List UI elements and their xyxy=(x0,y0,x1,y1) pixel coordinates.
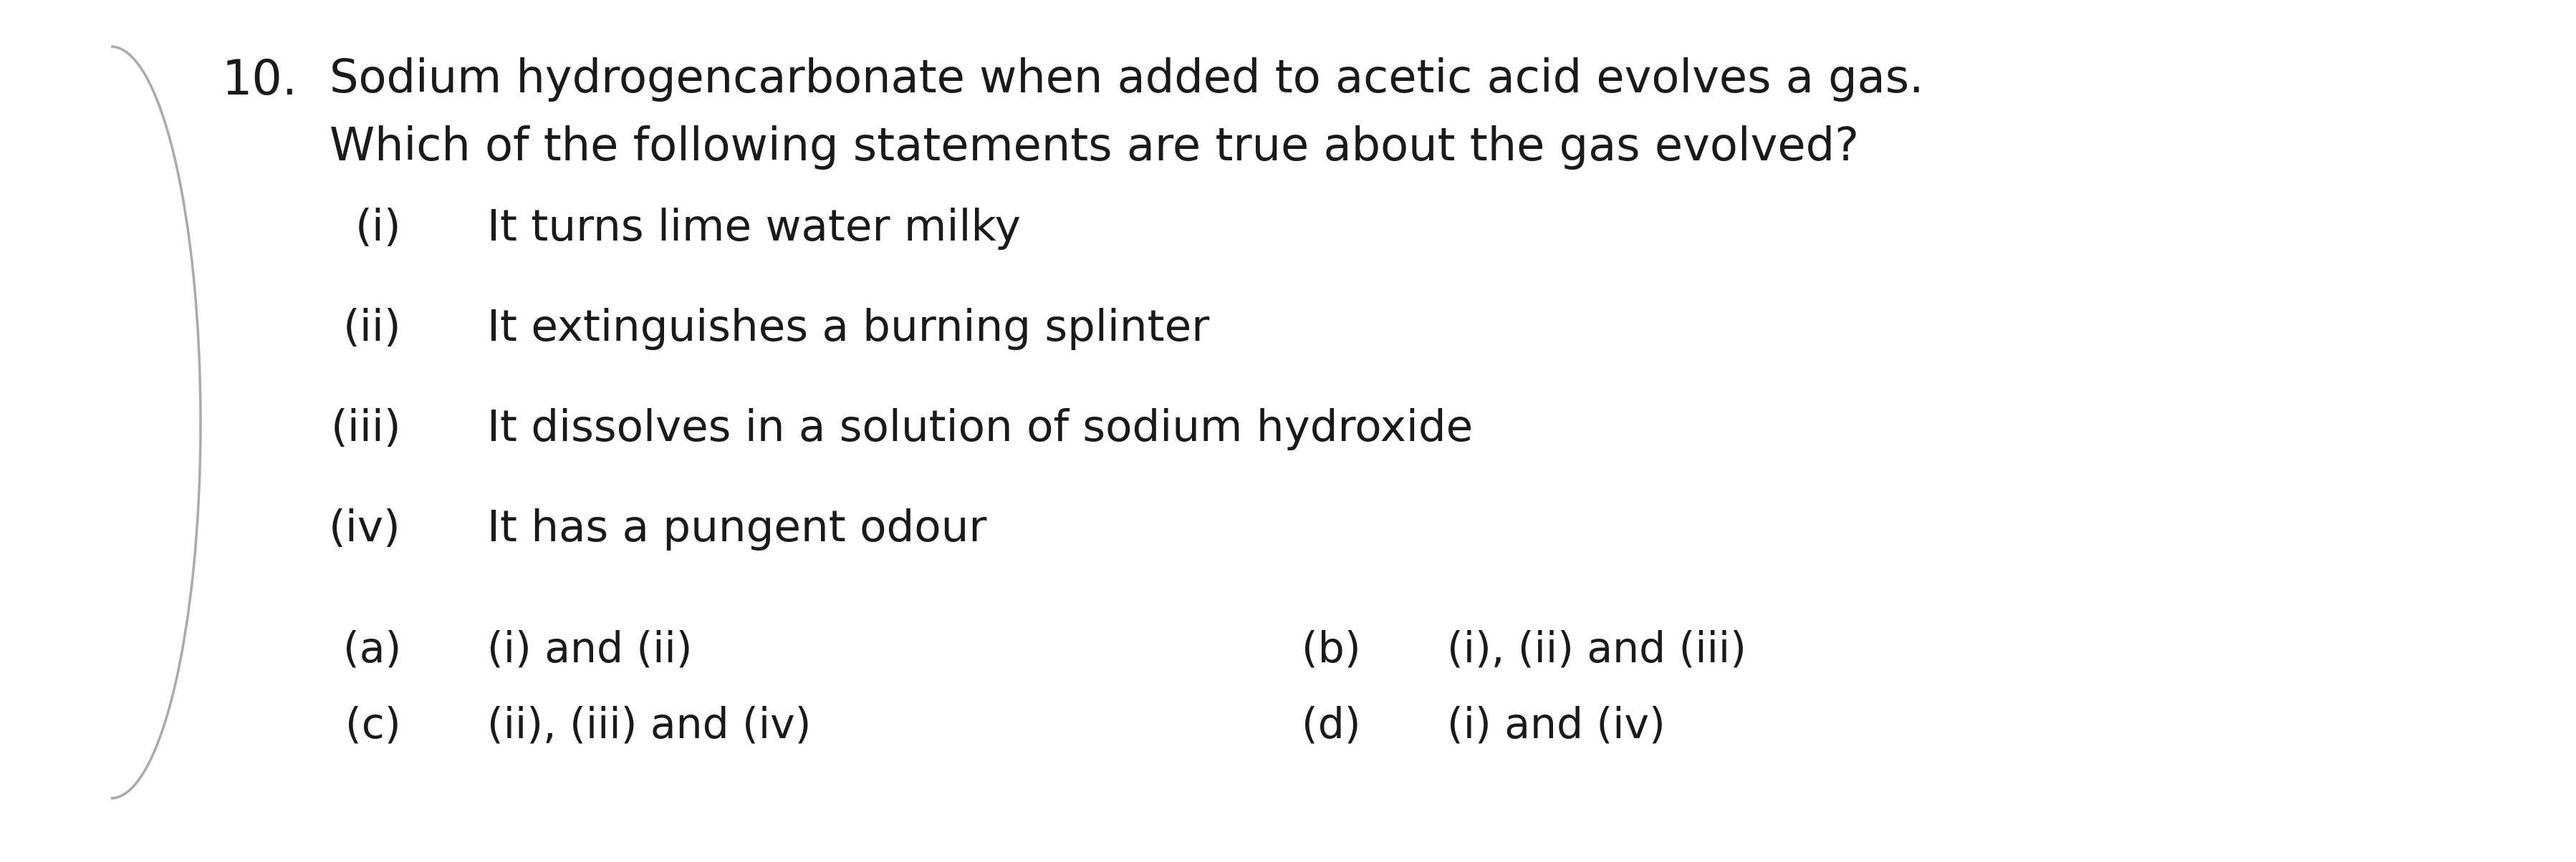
Text: It turns lime water milky: It turns lime water milky xyxy=(487,208,1020,250)
Text: It dissolves in a solution of sodium hydroxide: It dissolves in a solution of sodium hyd… xyxy=(487,408,1473,450)
Text: (b): (b) xyxy=(1301,630,1360,671)
Text: (i), (ii) and (iii): (i), (ii) and (iii) xyxy=(1448,630,1747,671)
Text: (iii): (iii) xyxy=(330,408,402,450)
Text: (d): (d) xyxy=(1301,705,1360,746)
Text: (ii), (iii) and (iv): (ii), (iii) and (iv) xyxy=(487,705,811,746)
Text: (i) and (iv): (i) and (iv) xyxy=(1448,705,1664,746)
Text: Sodium hydrogencarbonate when added to acetic acid evolves a gas.: Sodium hydrogencarbonate when added to a… xyxy=(330,57,1924,102)
Text: It extinguishes a burning splinter: It extinguishes a burning splinter xyxy=(487,308,1211,350)
Text: (i): (i) xyxy=(355,208,402,250)
Text: Which of the following statements are true about the gas evolved?: Which of the following statements are tr… xyxy=(330,125,1860,170)
Text: (i) and (ii): (i) and (ii) xyxy=(487,630,693,671)
Text: (c): (c) xyxy=(345,705,402,746)
Text: (a): (a) xyxy=(343,630,402,671)
Text: It has a pungent odour: It has a pungent odour xyxy=(487,509,987,551)
Text: (ii): (ii) xyxy=(343,308,402,350)
Text: 10.: 10. xyxy=(222,57,299,104)
Text: (iv): (iv) xyxy=(330,509,402,551)
